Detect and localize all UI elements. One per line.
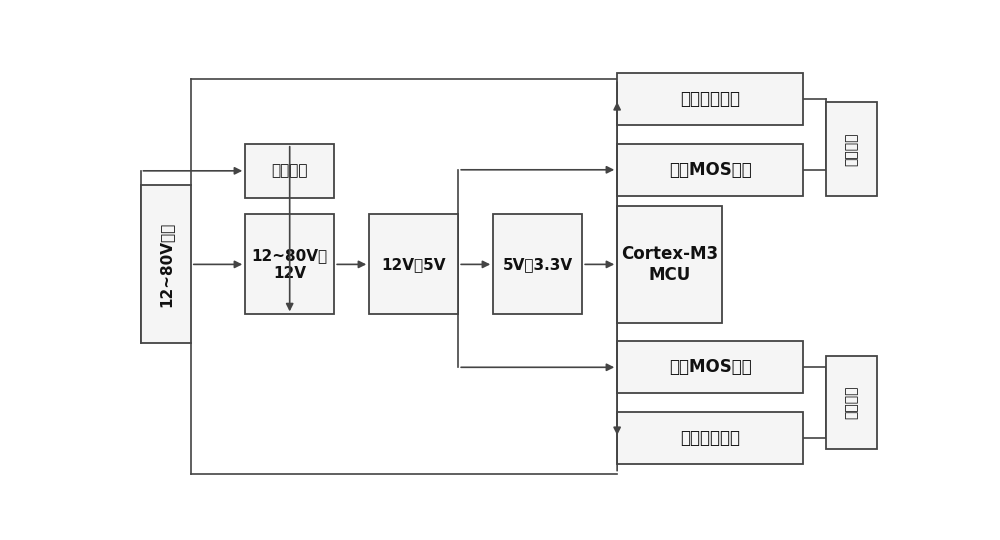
FancyBboxPatch shape — [493, 214, 582, 314]
Text: 右路无刷电机: 右路无刷电机 — [680, 429, 740, 447]
Text: Cortex-M3
MCU: Cortex-M3 MCU — [621, 245, 718, 284]
Text: 5V转3.3V: 5V转3.3V — [503, 257, 573, 272]
FancyBboxPatch shape — [617, 206, 722, 322]
Text: 12~80V电源: 12~80V电源 — [158, 222, 173, 307]
Text: 左路无刷电机: 左路无刷电机 — [680, 90, 740, 108]
Text: 左路霍尔: 左路霍尔 — [845, 132, 859, 166]
Text: 12~80V转
12V: 12~80V转 12V — [252, 248, 328, 281]
Text: 左路MOS驱动: 左路MOS驱动 — [669, 161, 752, 179]
FancyBboxPatch shape — [245, 144, 334, 198]
FancyBboxPatch shape — [245, 214, 334, 314]
FancyBboxPatch shape — [369, 214, 458, 314]
FancyBboxPatch shape — [826, 102, 877, 196]
FancyBboxPatch shape — [617, 412, 803, 464]
FancyBboxPatch shape — [617, 341, 803, 393]
Text: 左路霍尔: 左路霍尔 — [845, 386, 859, 420]
FancyBboxPatch shape — [617, 73, 803, 125]
FancyBboxPatch shape — [140, 185, 191, 343]
Text: 开关控制: 开关控制 — [271, 163, 308, 178]
FancyBboxPatch shape — [617, 144, 803, 196]
FancyBboxPatch shape — [826, 356, 877, 449]
Text: 右路MOS驱动: 右路MOS驱动 — [669, 359, 752, 376]
Text: 12V转5V: 12V转5V — [381, 257, 446, 272]
